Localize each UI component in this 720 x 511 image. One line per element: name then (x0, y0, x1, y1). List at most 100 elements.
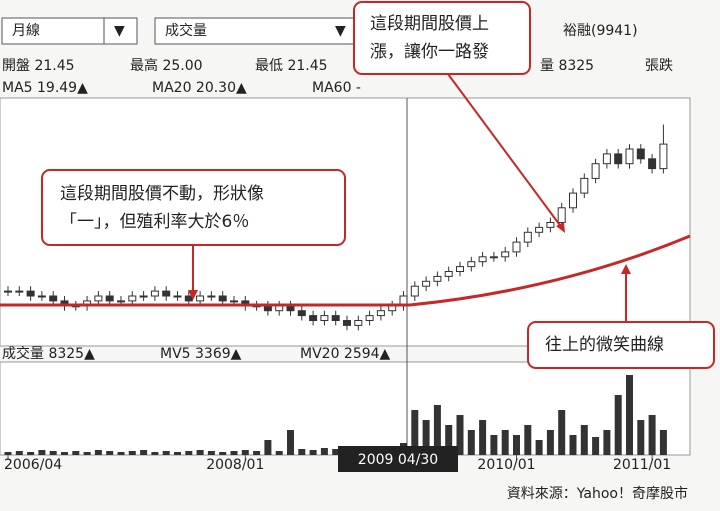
candle-body (218, 295, 227, 302)
annotation: 往上的微笑曲線 (545, 335, 664, 355)
volume-bar (241, 450, 249, 455)
volume-bar (196, 450, 204, 455)
volume-bar (207, 451, 215, 455)
candle-body (410, 285, 419, 297)
volume-bar (445, 425, 453, 455)
annotation-box (353, 1, 531, 75)
candle-body (117, 300, 125, 303)
volume-bar (535, 440, 543, 455)
volume-bar (490, 435, 498, 455)
candle-body (591, 163, 600, 179)
candle-body (636, 148, 645, 160)
candle-body (602, 153, 611, 165)
candle-body (128, 295, 137, 302)
candle-body (275, 305, 284, 312)
period: 月線 (12, 23, 40, 39)
candle-body (331, 315, 340, 322)
indicator: MV20 2594▲ (300, 346, 391, 362)
volume-bar (253, 451, 261, 455)
arrow (447, 73, 563, 229)
volume-bar (106, 451, 114, 455)
candle-body (150, 290, 159, 297)
date-highlight (338, 446, 458, 472)
candle-body (648, 158, 657, 170)
candle-body (309, 315, 318, 322)
candle-body (207, 295, 216, 298)
volume-bar (117, 452, 125, 455)
candle-body (105, 295, 114, 302)
volume-bar (4, 452, 12, 455)
volume-bar (287, 430, 294, 455)
candle-body (376, 310, 385, 317)
volume-bar (411, 410, 419, 455)
arrowhead (556, 222, 565, 233)
volume-bar (162, 451, 170, 455)
candle-body (433, 275, 442, 282)
candle-body (444, 271, 453, 277)
candle-body (4, 290, 12, 293)
quote: 最高 25.00 (130, 57, 203, 74)
candle-body (546, 222, 555, 228)
x-tick-label: 2011/01 (613, 457, 671, 473)
candle-body (343, 320, 351, 326)
annotation-box (41, 169, 346, 246)
candle-body (512, 241, 521, 253)
volume-bar (558, 410, 566, 455)
volume-bar (524, 425, 532, 455)
period-select[interactable] (1, 17, 138, 45)
candle-body (478, 256, 487, 263)
volume-bar (15, 451, 23, 455)
volume-bar (128, 451, 136, 455)
candle-body (49, 295, 58, 302)
candle-body (535, 226, 544, 233)
volume-bar (422, 420, 430, 455)
quote: 最低 21.45 (255, 58, 328, 74)
candle-body (94, 295, 103, 302)
indicator: MA5 19.49▲ (2, 80, 88, 96)
volume-bar (501, 430, 509, 455)
candle-body (173, 295, 182, 298)
volume-bar (433, 405, 441, 455)
volume-bar (174, 452, 181, 455)
volume-bar (185, 451, 193, 455)
x-tick-label: 2006/04 (4, 457, 62, 473)
volume-bar (320, 448, 328, 455)
candle-body (320, 315, 329, 322)
volume-bar (637, 420, 645, 455)
stock: 裕融(9941) (563, 23, 638, 39)
indicator: 成交量 (165, 22, 207, 39)
indicator: 成交量 8325▲ (2, 345, 95, 362)
x-tick-label: 2010/01 (477, 457, 535, 473)
volume-bar (513, 435, 520, 455)
source: 資料來源：Yahoo！奇摩股市 (507, 485, 688, 502)
indicator: MV5 3369▲ (160, 346, 242, 362)
candle-body (365, 315, 374, 322)
candle-body (523, 231, 532, 243)
volume-bar (659, 430, 667, 455)
volume-bar (298, 449, 306, 455)
volume-bar (140, 450, 148, 455)
volume-bar (309, 450, 317, 455)
volume-bar (72, 451, 80, 455)
volume-bar (569, 435, 577, 455)
candle-body (467, 261, 476, 268)
indicator-select[interactable] (154, 17, 356, 45)
volume-bar (626, 375, 633, 455)
volume-bar (219, 452, 227, 455)
volume-bar (332, 449, 340, 455)
annotation: 「一」，但殖利率大於6％ (60, 212, 249, 232)
volume-bar (94, 450, 102, 455)
volume-bar (83, 452, 91, 455)
volume-bar (38, 450, 46, 455)
volume-bar (264, 440, 272, 455)
annotation: 這段期間股價上 (370, 14, 489, 34)
volume-bar (546, 430, 554, 455)
candle-body (196, 295, 205, 302)
volume-bar (151, 452, 159, 455)
arrowhead (188, 290, 198, 300)
volume-bar (580, 425, 588, 455)
candle-body (456, 266, 464, 273)
volume-bar (61, 452, 68, 455)
annotation: 這段期間股價不動，形狀像 (60, 184, 264, 204)
